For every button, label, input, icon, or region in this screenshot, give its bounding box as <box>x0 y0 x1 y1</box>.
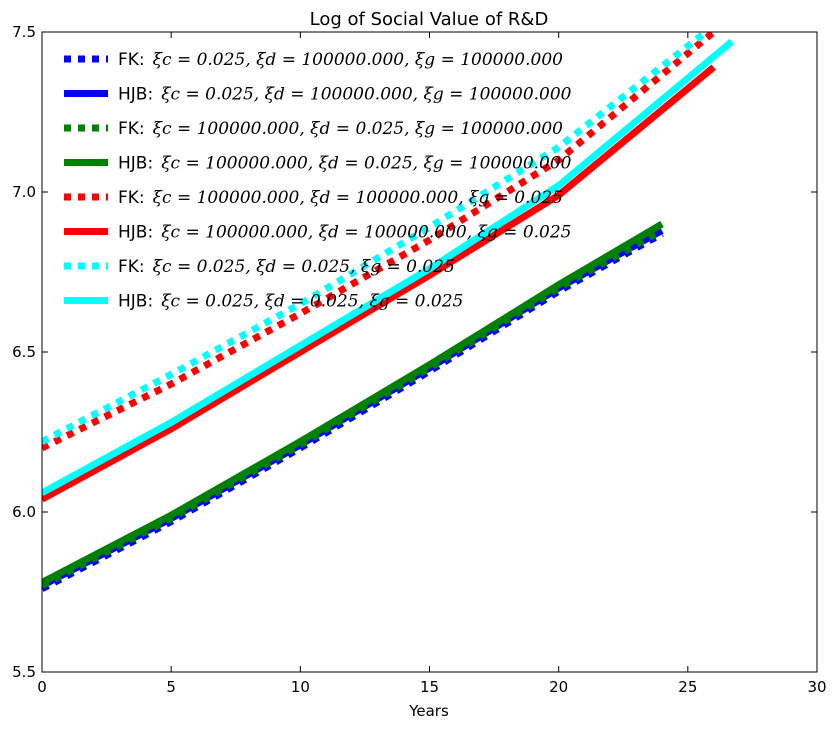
x-tick-label: 15 <box>420 678 439 696</box>
x-tick-label: 25 <box>678 678 697 696</box>
x-axis-label: Years <box>408 702 449 720</box>
legend-entry-7: FK: ξc = 0.025, ξd = 0.025, ξg = 0.025 <box>118 257 455 277</box>
legend-entry-1: FK: ξc = 0.025, ξd = 100000.000, ξg = 100… <box>118 50 563 70</box>
legend-math: ξc = 0.025, ξd = 100000.000, ξg = 100000… <box>153 50 563 70</box>
y-tick-label: 7.0 <box>12 183 36 201</box>
series-line-7-fk <box>42 32 709 445</box>
series-line-5-fk <box>42 32 716 452</box>
legend-math: ξc = 100000.000, ξd = 100000.000, ξg = 0… <box>153 188 563 208</box>
x-tick-label: 30 <box>807 678 826 696</box>
legend-prefix: HJB: <box>118 154 153 174</box>
legend-entry-3: FK: ξc = 100000.000, ξd = 0.025, ξg = 100… <box>118 119 563 139</box>
legend-entry-8: HJB: ξc = 0.025, ξd = 0.025, ξg = 0.025 <box>118 292 463 312</box>
legend: FK: ξc = 0.025, ξd = 100000.000, ξg = 100… <box>64 50 572 312</box>
y-tick-label: 7.5 <box>12 23 36 41</box>
legend-entry-5: FK: ξc = 100000.000, ξd = 100000.000, ξg … <box>118 188 563 208</box>
x-tick-label: 5 <box>166 678 176 696</box>
legend-prefix: HJB: <box>118 292 153 312</box>
series-line-6-hjb <box>42 64 716 503</box>
legend-entry-4: HJB: ξc = 100000.000, ξd = 0.025, ξg = 10… <box>118 154 572 174</box>
legend-math: ξc = 0.025, ξd = 100000.000, ξg = 100000… <box>161 85 571 105</box>
legend-entry-6: HJB: ξc = 100000.000, ξd = 100000.000, ξg… <box>118 223 572 243</box>
legend-prefix: FK: <box>118 188 145 208</box>
x-tick-label: 10 <box>291 678 310 696</box>
axis-ticks: 0 5 10 15 20 25 30 5.5 6.0 6.5 7.0 7.5 <box>12 23 826 696</box>
legend-math: ξc = 0.025, ξd = 0.025, ξg = 0.025 <box>153 257 455 277</box>
legend-math: ξc = 0.025, ξd = 0.025, ξg = 0.025 <box>161 292 463 312</box>
series-line-4-hjb <box>42 220 664 586</box>
legend-entry-2: HJB: ξc = 0.025, ξd = 100000.000, ξg = 10… <box>118 85 572 105</box>
legend-math: ξc = 100000.000, ξd = 0.025, ξg = 100000… <box>153 119 563 139</box>
legend-prefix: FK: <box>118 257 145 277</box>
x-tick-label: 20 <box>549 678 568 696</box>
series-layer <box>42 32 735 592</box>
x-tick-label: 0 <box>37 678 47 696</box>
y-tick-label: 6.0 <box>12 503 36 521</box>
y-tick-label: 6.5 <box>12 343 36 361</box>
legend-prefix: FK: <box>118 50 145 70</box>
chart-title: Log of Social Value of R&D <box>310 9 549 30</box>
legend-math: ξc = 100000.000, ξd = 100000.000, ξg = 0… <box>161 223 571 243</box>
y-tick-label: 5.5 <box>12 663 36 681</box>
legend-prefix: FK: <box>118 119 145 139</box>
legend-math: ξc = 100000.000, ξd = 0.025, ξg = 100000… <box>161 154 571 174</box>
legend-prefix: HJB: <box>118 85 153 105</box>
series-line-8-hjb <box>42 38 735 496</box>
legend-prefix: HJB: <box>118 223 153 243</box>
